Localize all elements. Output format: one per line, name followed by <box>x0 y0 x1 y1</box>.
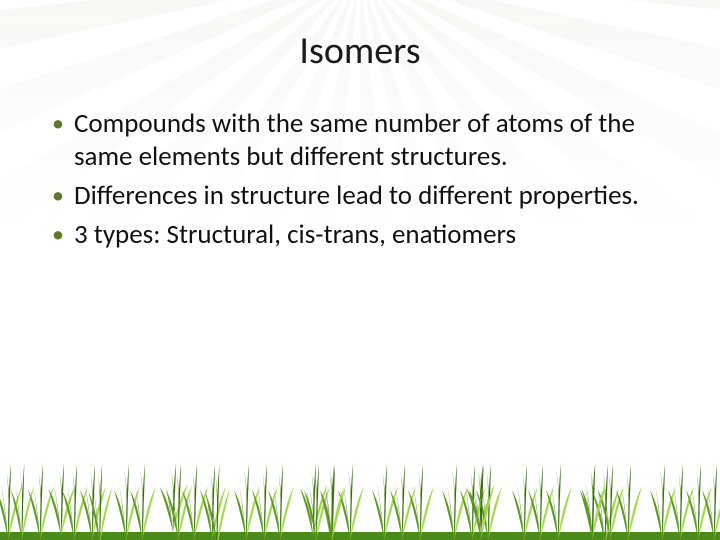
slide-container: Isomers Compounds with the same number o… <box>0 0 720 540</box>
bullet-list: Compounds with the same number of atoms … <box>48 108 672 252</box>
bullet-item: Compounds with the same number of atoms … <box>48 108 672 174</box>
bullet-item: Differences in structure lead to differe… <box>48 180 672 213</box>
bullet-item: 3 types: Structural, cis-trans, enatiome… <box>48 219 672 252</box>
slide-title: Isomers <box>48 28 672 74</box>
